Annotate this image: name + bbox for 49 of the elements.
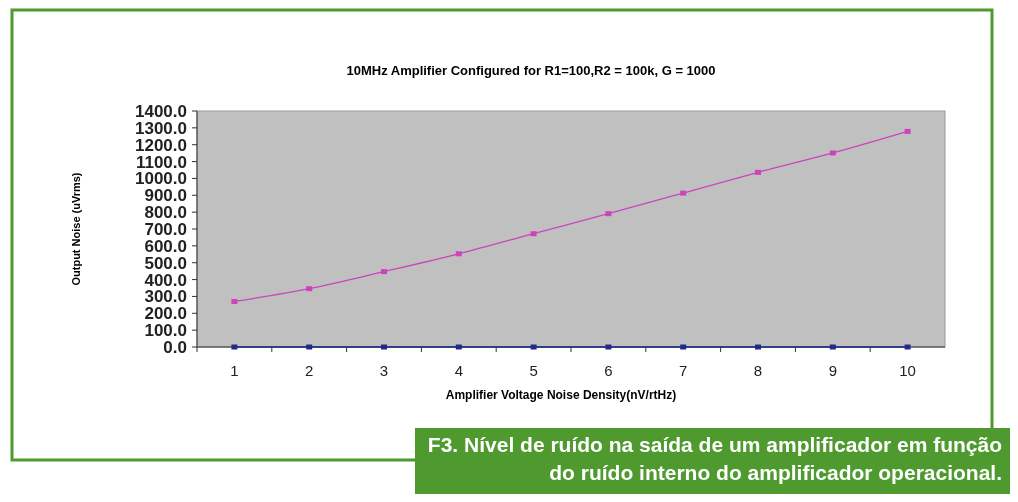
x-axis-title: Amplifier Voltage Noise Density(nV/rtHz)	[445, 388, 677, 402]
y-tick-label: 1000.0	[135, 169, 187, 189]
x-tick-label: 3	[379, 362, 389, 379]
chart-title: 10MHz Amplifier Configured for R1=100,R2 = 100k, G = 1000	[346, 63, 716, 78]
point	[605, 344, 612, 350]
point	[829, 150, 836, 156]
x-tick-label: 1	[230, 362, 239, 379]
point	[680, 190, 687, 196]
point	[455, 251, 462, 257]
y-tick-label: 300.0	[144, 287, 187, 307]
y-tick-label: 600.0	[144, 236, 187, 256]
point	[605, 211, 612, 217]
y-tick-label: 800.0	[144, 203, 187, 223]
x-tick-label: 7	[679, 362, 688, 379]
y-tick-label: 0.0	[163, 338, 187, 357]
point	[381, 269, 387, 275]
y-tick-label: 200.0	[144, 304, 187, 324]
point	[829, 344, 836, 350]
point	[755, 169, 761, 175]
x-tick-label: 10	[899, 362, 916, 379]
x-tick-label: 5	[529, 362, 538, 379]
y-tick-label: 700.0	[144, 220, 187, 239]
point	[381, 344, 387, 350]
x-tick-label: 8	[753, 362, 763, 379]
point	[231, 344, 238, 350]
y-axis-title: Output Noise (uVrms)	[70, 172, 82, 286]
text: F3. Nível de ruído na saída de um amplificador em função do ruído interno do amplificador operacional.	[427, 433, 1002, 484]
point	[904, 344, 911, 350]
point	[755, 344, 761, 350]
point	[530, 344, 537, 350]
point	[904, 128, 911, 134]
x-tick-label: 2	[305, 362, 314, 379]
y-tick-label: 100.0	[144, 321, 187, 341]
point	[455, 344, 462, 350]
y-tick-label: 900.0	[144, 186, 187, 206]
y-tick-label: 1300.0	[135, 118, 187, 138]
y-tick-label: 500.0	[144, 253, 187, 273]
x-tick-label: 9	[828, 362, 837, 379]
y-tick-label: 1200.0	[135, 135, 187, 155]
point	[306, 286, 313, 292]
point	[231, 298, 238, 304]
point	[680, 344, 687, 350]
x-tick-label: 6	[604, 362, 613, 379]
y-tick-label: 1400.0	[135, 102, 187, 121]
point	[306, 344, 313, 350]
point	[530, 231, 537, 237]
x-tick-label: 4	[454, 362, 463, 379]
y-tick-label: 1100.0	[135, 152, 187, 172]
y-tick-label: 400.0	[144, 270, 187, 290]
